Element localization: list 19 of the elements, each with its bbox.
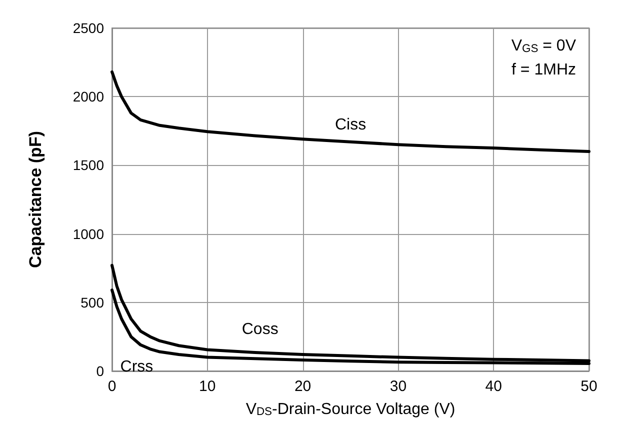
- annotation: f = 1MHz: [512, 62, 576, 78]
- annotation: VGS = 0V: [511, 38, 576, 55]
- y-tick-label: 2500: [72, 20, 104, 36]
- series-label: Coss: [242, 320, 278, 338]
- x-tick-label: 10: [199, 378, 216, 395]
- y-tick-label: 1500: [72, 157, 104, 174]
- series-label: Ciss: [334, 116, 366, 134]
- y-tick-label: 2000: [72, 88, 104, 105]
- x-tick-label: 30: [390, 378, 407, 395]
- y-tick-label: 500: [80, 294, 104, 310]
- x-tick-label: 0: [108, 378, 116, 395]
- x-tick-label: 40: [485, 378, 502, 395]
- y-tick-label: 0: [96, 363, 104, 379]
- series-label: Crss: [120, 358, 154, 376]
- y-axis-title: Capacitance (pF): [26, 131, 45, 268]
- x-tick-label: 50: [580, 378, 598, 395]
- x-axis-title: VDS-Drain-Source Voltage (V): [246, 400, 456, 418]
- y-tick-label: 1000: [72, 226, 104, 242]
- x-tick-label: 20: [294, 378, 312, 395]
